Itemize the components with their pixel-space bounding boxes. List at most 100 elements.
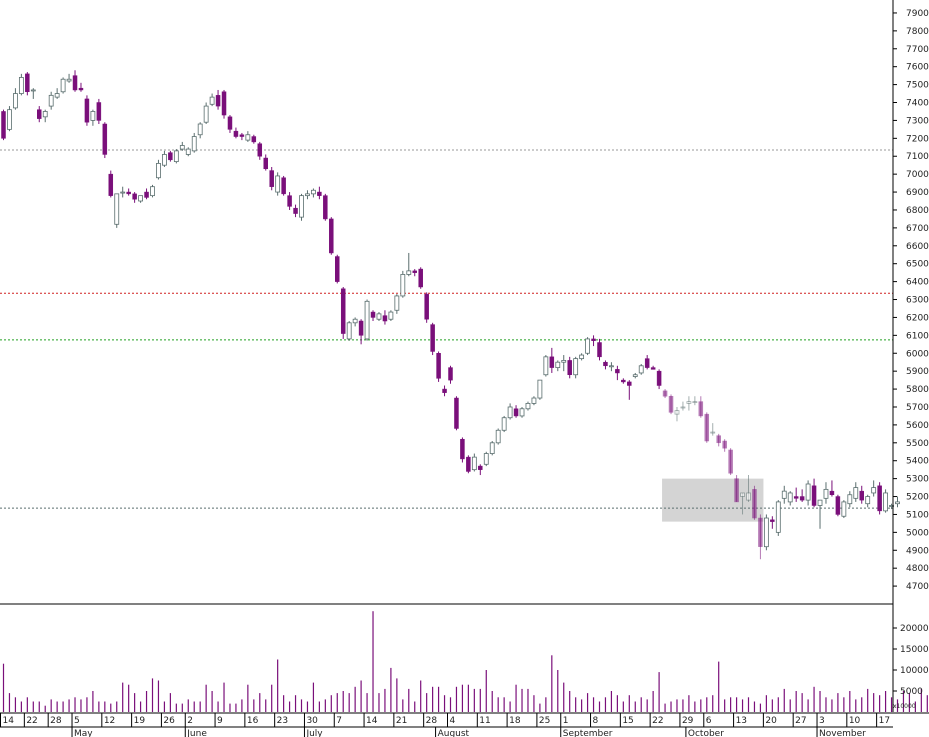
- month-label: September: [563, 729, 613, 737]
- date-tick-label: 30: [306, 716, 318, 726]
- candle-body: [746, 492, 751, 501]
- candle-body: [346, 322, 352, 340]
- candle-body: [185, 148, 191, 155]
- candle-body: [448, 367, 453, 381]
- candle-body: [227, 116, 233, 130]
- candle-body: [543, 356, 549, 376]
- candle-body: [269, 170, 274, 187]
- candle-body: [358, 320, 364, 336]
- price-tick-label: 4700: [906, 582, 929, 592]
- price-tick-label: 6500: [906, 260, 929, 270]
- candle-body: [340, 288, 346, 334]
- candle-body: [102, 123, 108, 155]
- candle-body: [257, 143, 263, 157]
- candle-body: [734, 478, 739, 503]
- candle-body: [871, 487, 877, 494]
- price-tick-label: 7700: [906, 45, 929, 55]
- candle-body: [311, 189, 316, 195]
- price-tick-label: 5900: [906, 367, 929, 377]
- candle-body: [698, 401, 704, 417]
- date-tick-label: 2: [187, 716, 193, 726]
- date-tick-label: 15: [622, 716, 633, 726]
- candle-body: [555, 361, 561, 368]
- candle-body: [221, 91, 227, 116]
- candle-body: [424, 293, 429, 320]
- candle-body: [471, 456, 477, 471]
- candle-body: [293, 207, 298, 214]
- candle-body: [603, 361, 608, 367]
- price-tick-label: 5100: [906, 510, 929, 520]
- candle-body: [722, 440, 727, 449]
- candle-body: [96, 102, 102, 121]
- candle-body: [191, 136, 197, 152]
- date-tick-label: 22: [26, 716, 37, 726]
- candle-body: [179, 145, 185, 150]
- date-tick-label: 6: [706, 716, 712, 726]
- candle-body: [775, 501, 781, 533]
- price-tick-label: 5200: [906, 493, 929, 503]
- date-tick-label: 17: [879, 716, 890, 726]
- price-tick-label: 6900: [906, 188, 929, 198]
- candle-body: [781, 490, 787, 499]
- candle-body: [740, 492, 745, 497]
- candle-body: [799, 496, 805, 501]
- candle-body: [728, 449, 733, 474]
- date-tick-label: 26: [163, 716, 175, 726]
- price-tick-label: 5500: [906, 439, 929, 449]
- price-tick-label: 7600: [906, 63, 929, 73]
- date-tick-label: 8: [593, 716, 599, 726]
- candle-body: [382, 315, 388, 322]
- candle-body: [203, 105, 209, 123]
- candle-body: [138, 195, 143, 202]
- candle-body: [370, 311, 376, 318]
- candle-body: [173, 150, 179, 163]
- candle-body: [597, 342, 602, 358]
- candle-body: [466, 456, 471, 472]
- candle-body: [430, 324, 435, 352]
- date-tick-label: 19: [134, 716, 146, 726]
- month-label: July: [305, 729, 323, 737]
- volume-tick-label: 5000: [900, 687, 923, 697]
- candle-body: [561, 360, 567, 363]
- candle-body: [13, 93, 18, 109]
- candle-body: [495, 429, 501, 444]
- candle-body: [72, 75, 78, 91]
- price-tick-label: 7100: [906, 152, 929, 162]
- candle-body: [436, 353, 441, 379]
- candle-body: [573, 358, 579, 376]
- date-tick-label: 7: [336, 716, 342, 726]
- candle-body: [54, 93, 60, 98]
- candle-body: [144, 191, 149, 198]
- candle-body: [579, 354, 585, 360]
- candle-body: [823, 488, 829, 499]
- candle-body: [239, 134, 245, 137]
- date-tick-label: 11: [479, 716, 490, 726]
- candle-body: [752, 489, 757, 519]
- price-tick-label: 6800: [906, 206, 929, 216]
- candle-body: [37, 109, 42, 119]
- date-tick-label: 23: [277, 716, 288, 726]
- candle-body: [323, 195, 328, 220]
- candle-body: [287, 195, 292, 207]
- candle-body: [686, 401, 692, 404]
- candle-body: [150, 186, 155, 197]
- candle-body: [811, 485, 817, 506]
- price-tick-label: 5400: [906, 457, 929, 467]
- candle-body: [209, 96, 215, 105]
- candle-body: [454, 397, 459, 429]
- candle-body: [132, 193, 137, 200]
- candle-body: [394, 295, 400, 311]
- candle-body: [251, 136, 257, 143]
- date-tick-label: 28: [426, 716, 438, 726]
- candle-body: [126, 191, 131, 195]
- candle-body: [609, 365, 614, 368]
- candle-body: [758, 517, 763, 547]
- price-tick-label: 5000: [906, 528, 929, 538]
- candle-body: [638, 365, 644, 374]
- date-tick-label: 5: [74, 716, 80, 726]
- candle-body: [442, 388, 447, 393]
- candle-body: [376, 313, 382, 320]
- candle-body: [281, 177, 286, 195]
- candle-body: [668, 395, 674, 413]
